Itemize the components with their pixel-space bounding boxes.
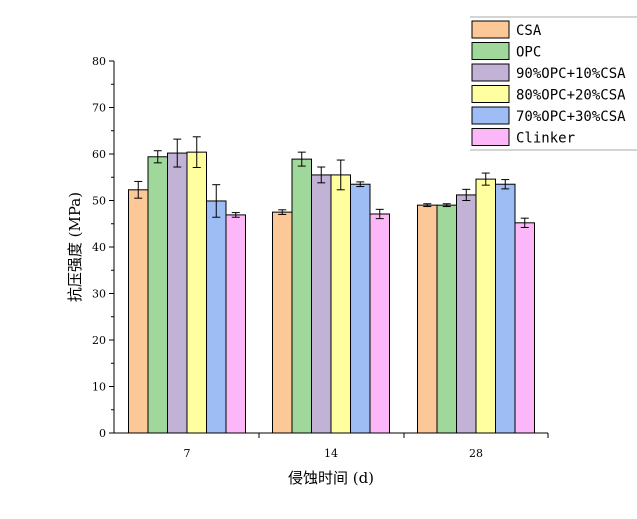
legend-label: Clinker bbox=[516, 131, 575, 147]
legend-swatch bbox=[471, 63, 510, 82]
legend-swatch bbox=[471, 128, 510, 146]
error-bar bbox=[192, 136, 201, 168]
error-bar bbox=[212, 184, 221, 218]
error-bar bbox=[520, 217, 529, 228]
bar-90%OPC+10%CSA-14 bbox=[311, 174, 332, 434]
legend-item: CSA bbox=[471, 20, 542, 39]
bar-Clinker-14 bbox=[369, 213, 390, 434]
legend-swatch bbox=[471, 85, 510, 103]
legend-item: 70%OPC+30%CSA bbox=[471, 106, 626, 125]
error-bar bbox=[442, 203, 451, 208]
error-bar bbox=[336, 159, 345, 191]
bar-80%OPC+20%CSA-28 bbox=[475, 178, 496, 434]
legend-item: OPC bbox=[471, 42, 541, 61]
bar-OPC-28 bbox=[436, 204, 457, 434]
bar-Clinker-28 bbox=[514, 222, 535, 434]
bar-80%OPC+20%CSA-14 bbox=[330, 174, 351, 434]
legend-item: 80%OPC+20%CSA bbox=[471, 85, 626, 104]
bar-80%OPC+20%CSA-7 bbox=[186, 151, 207, 434]
x-axis-label: 侵蚀时间 (d) bbox=[288, 469, 374, 487]
error-bar bbox=[231, 212, 240, 218]
error-bar bbox=[317, 166, 326, 184]
legend-label: 70%OPC+30%CSA bbox=[516, 109, 626, 125]
y-tick-label: 0 bbox=[99, 427, 106, 440]
bar-70%OPC+30%CSA-7 bbox=[206, 200, 227, 434]
bar-CSA-7 bbox=[128, 189, 149, 434]
error-bar bbox=[481, 172, 490, 186]
bar-OPC-14 bbox=[291, 158, 312, 434]
legend-label: OPC bbox=[516, 45, 541, 61]
error-bar bbox=[278, 209, 287, 215]
error-bar bbox=[153, 150, 162, 164]
y-axis-label: 抗压强度 (MPa) bbox=[66, 192, 84, 302]
bar-CSA-14 bbox=[272, 211, 293, 434]
error-bar bbox=[375, 208, 384, 220]
error-bar bbox=[501, 179, 510, 190]
legend-item: Clinker bbox=[471, 128, 575, 147]
y-tick-label: 10 bbox=[92, 381, 106, 394]
error-bar bbox=[423, 203, 432, 208]
legend-label: 90%OPC+10%CSA bbox=[516, 66, 626, 82]
error-bar bbox=[462, 188, 471, 201]
error-bar bbox=[356, 181, 365, 188]
bar-Clinker-7 bbox=[225, 214, 246, 434]
legend-swatch bbox=[471, 20, 510, 39]
legend-swatch bbox=[471, 42, 510, 60]
x-tick-label: 14 bbox=[324, 447, 338, 460]
legend: CSA OPC 90%OPC+10%CSA 80%OPC+20%CSA 70%OPC+3… bbox=[470, 16, 637, 151]
y-tick-label: 70 bbox=[92, 102, 106, 115]
bar-OPC-7 bbox=[147, 156, 168, 434]
y-tick-label: 80 bbox=[92, 55, 106, 68]
y-tick-label: 20 bbox=[92, 334, 106, 347]
bar-70%OPC+30%CSA-28 bbox=[495, 183, 516, 434]
legend-item: 90%OPC+10%CSA bbox=[471, 63, 626, 82]
legend-label: CSA bbox=[516, 23, 542, 39]
legend-label: 80%OPC+20%CSA bbox=[516, 88, 626, 104]
bar-70%OPC+30%CSA-14 bbox=[350, 183, 371, 434]
bar-90%OPC+10%CSA-7 bbox=[167, 152, 188, 434]
error-bar bbox=[297, 151, 306, 167]
error-bar bbox=[134, 180, 143, 199]
x-tick-label: 28 bbox=[469, 447, 483, 460]
x-tick-label: 7 bbox=[184, 447, 191, 460]
y-tick-label: 60 bbox=[92, 148, 106, 161]
y-tick-label: 30 bbox=[92, 288, 106, 301]
bar-90%OPC+10%CSA-28 bbox=[456, 194, 477, 434]
legend-swatch bbox=[471, 106, 510, 125]
bar-CSA-28 bbox=[417, 204, 438, 434]
y-tick-label: 50 bbox=[92, 195, 106, 208]
y-tick-label: 40 bbox=[92, 241, 106, 254]
error-bar bbox=[173, 138, 182, 168]
